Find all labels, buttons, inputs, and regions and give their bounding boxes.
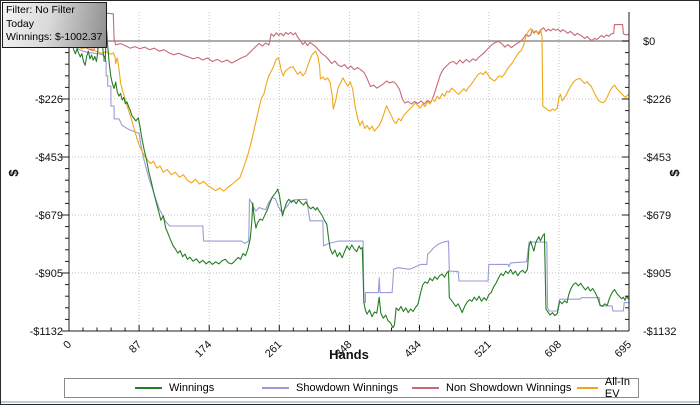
all-in-ev-line-swatch [577,387,598,389]
y-axis-title-left: $ [6,169,21,177]
winnings-total-label: Winnings: $-1002.37 [6,31,103,43]
winnings-line-swatch [135,387,162,389]
x-tick-label: 434 [402,339,423,360]
x-tick-label: 0 [61,339,74,352]
y-tick-label-left: -$453 [35,152,63,164]
y-tick-label-right: -$226 [643,94,671,106]
y-tick-label-left: -$679 [35,210,63,222]
y-tick-label-right: -$905 [643,268,671,280]
y-tick-label-right: -$1132 [643,326,676,338]
legend-label: All-In EV [604,376,630,400]
non-showdown-winnings-line-swatch [412,387,439,389]
x-tick-label: 608 [543,339,564,360]
x-tick-label: 174 [193,339,214,360]
filter-info-overlay[interactable]: Filter: No Filter Today Winnings: $-1002… [2,2,108,48]
chart-legend: Winnings Showdown Winnings Non Showdown … [64,376,639,400]
series-line-all-in-ev [68,28,630,192]
legend-item-all-in-ev: All-In EV [577,376,638,400]
legend-label: Winnings [169,382,215,394]
y-tick-label-right: $0 [643,36,655,48]
legend-item-non-showdown-winnings: Non Showdown Winnings [412,379,571,397]
y-tick-label-right: -$453 [643,152,671,164]
series-line-showdown-winnings [68,43,629,312]
x-axis-title: Hands [329,347,369,362]
y-tick-label-left: -$1132 [30,326,63,338]
y-axis-title-right: $ [667,169,682,177]
period-label: Today [6,17,35,30]
x-tick-label: 521 [472,339,493,360]
series-line-winnings [68,22,630,329]
series-line-non-showdown-winnings [68,12,630,105]
window-bottom-edge [1,401,699,403]
y-tick-label-left: -$905 [35,268,63,280]
filter-label: Filter: No Filter [6,4,75,16]
x-tick-label: 87 [127,339,144,356]
y-tick-label-right: -$679 [643,210,671,222]
legend-label: Showdown Winnings [296,382,399,394]
x-tick-label: 695 [613,339,634,360]
legend-item-showdown-winnings: Showdown Winnings [262,379,398,397]
y-tick-label-left: -$226 [35,94,63,106]
legend-item-winnings: Winnings [135,379,214,397]
legend-label: Non Showdown Winnings [446,382,572,394]
showdown-winnings-line-swatch [262,387,289,389]
x-tick-label: 261 [263,339,284,360]
